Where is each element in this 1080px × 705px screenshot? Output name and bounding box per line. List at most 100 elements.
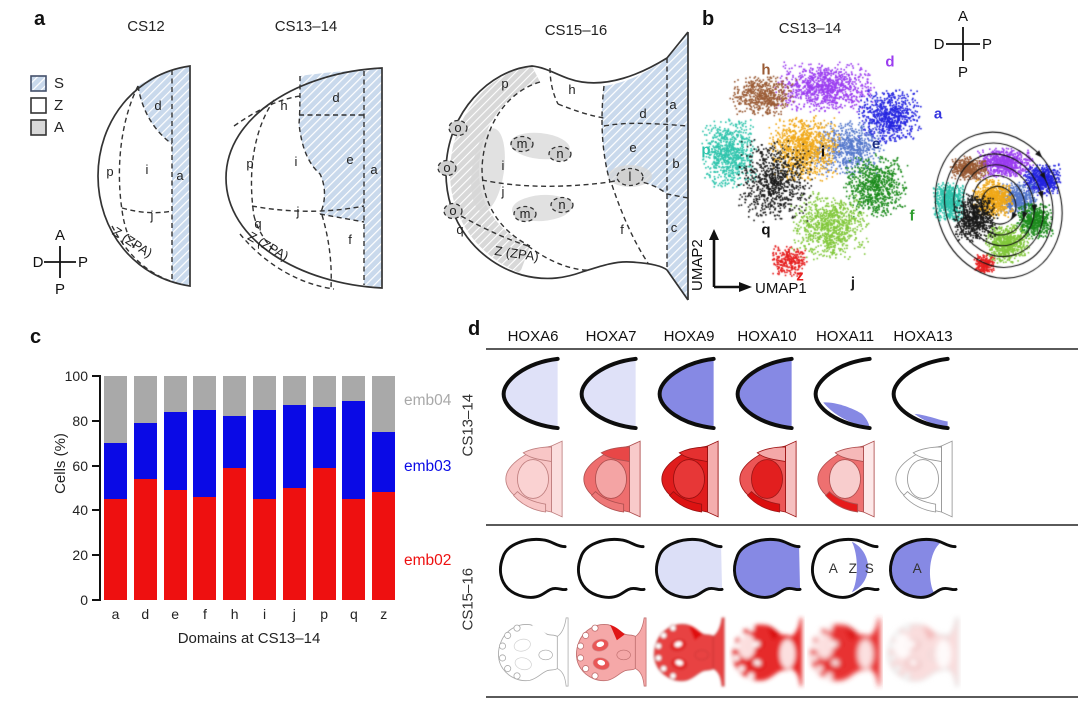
panel-b-label: b bbox=[702, 8, 715, 30]
bud-blue-hoxa11 bbox=[806, 352, 884, 434]
umap-scatter-velocity bbox=[930, 122, 1080, 307]
compass-b-icon: A D P P bbox=[934, 8, 992, 81]
svg-text:S: S bbox=[865, 561, 874, 576]
paddle-blue-hoxa9 bbox=[650, 528, 728, 608]
region-label-f: f bbox=[620, 222, 624, 237]
bar-segment-a-emb03 bbox=[104, 443, 127, 500]
bar-segment-f-emb02 bbox=[193, 496, 217, 600]
autopod-red-hoxa11 bbox=[806, 610, 884, 694]
gene-header-hoxa6: HOXA6 bbox=[507, 328, 559, 345]
bar-segment-p-emb03 bbox=[312, 407, 336, 468]
schematic-cs13-14: h d p i e a q j f Z (ZPA) bbox=[225, 67, 383, 290]
separator-mid bbox=[486, 524, 1078, 526]
svg-text:P: P bbox=[982, 36, 992, 53]
legend-row-a: A bbox=[30, 116, 64, 138]
svg-text:A: A bbox=[829, 561, 839, 576]
umap-cluster-label-p: p bbox=[701, 141, 711, 159]
umap-axes: UMAP2 UMAP1 bbox=[689, 229, 807, 297]
gene-header-hoxa9: HOXA9 bbox=[663, 328, 715, 345]
fatemap-red-hoxa9 bbox=[650, 436, 728, 522]
region-label-c: c bbox=[671, 220, 678, 235]
region-label-Z: Z (ZPA) bbox=[245, 228, 291, 263]
region-label-q: q bbox=[456, 222, 463, 237]
umap-cluster-label-f: f bbox=[909, 207, 915, 225]
zone-legend: S Z A bbox=[30, 72, 64, 138]
bar-segment-i-emb04 bbox=[253, 376, 276, 410]
legend-swatch-a-icon bbox=[30, 118, 47, 136]
bar-segment-p-emb04 bbox=[312, 376, 336, 408]
bar-segment-h-emb03 bbox=[223, 416, 247, 468]
stage-title-cs15-16: CS15–16 bbox=[544, 22, 608, 39]
region-label-a: a bbox=[669, 97, 677, 112]
paddle-blue-hoxa6 bbox=[494, 528, 572, 608]
legend-row-s: S bbox=[30, 72, 64, 94]
x-category-z: z bbox=[380, 606, 388, 622]
x-category-q: q bbox=[349, 606, 358, 622]
region-label-h: h bbox=[568, 82, 575, 97]
umap-cluster-label-j: j bbox=[850, 274, 856, 292]
bar-segment-j-emb02 bbox=[282, 488, 306, 600]
y-tick-label-0: 0 bbox=[80, 592, 88, 608]
bar-segment-i-emb02 bbox=[253, 499, 276, 600]
fatemap-red-hoxa13 bbox=[884, 436, 962, 522]
bar-segment-z-emb04 bbox=[372, 376, 396, 432]
svg-text:A: A bbox=[55, 227, 65, 244]
gene-header-hoxa11: HOXA11 bbox=[815, 328, 875, 345]
x-category-i: i bbox=[262, 606, 267, 622]
umap-cluster-label-e: e bbox=[871, 135, 881, 153]
svg-text:D: D bbox=[33, 254, 44, 271]
y-tick bbox=[92, 464, 99, 467]
region-label-o: o bbox=[443, 160, 450, 175]
x-category-e: e bbox=[171, 606, 179, 622]
panel-a-label: a bbox=[34, 8, 46, 30]
stage-title-cs13-14: CS13–14 bbox=[274, 18, 338, 35]
bar-segment-f-emb04 bbox=[193, 376, 217, 410]
region-label-i: i bbox=[295, 154, 298, 169]
region-label-p: p bbox=[246, 156, 253, 171]
bar-segment-p-emb02 bbox=[312, 467, 336, 600]
umap-cluster-label-h: h bbox=[761, 61, 771, 79]
autopod-red-hoxa9 bbox=[650, 610, 728, 694]
y-tick bbox=[92, 599, 99, 601]
legend-emb02: emb02 bbox=[404, 552, 452, 569]
gene-header-hoxa13: HOXA13 bbox=[893, 328, 953, 345]
bar-segment-q-emb04 bbox=[342, 376, 366, 401]
bar-segment-d-emb03 bbox=[133, 423, 157, 480]
bud-blue-hoxa9 bbox=[650, 352, 728, 434]
x-category-a: a bbox=[111, 606, 120, 622]
region-label-d: d bbox=[332, 90, 339, 105]
umap-scatter-main bbox=[700, 48, 950, 298]
umap-cluster-label-z: z bbox=[796, 267, 804, 285]
umap-title: CS13–14 bbox=[778, 20, 842, 37]
x-category-j: j bbox=[292, 606, 296, 622]
y-tick bbox=[92, 419, 99, 422]
paddle-blue-hoxa7 bbox=[572, 528, 650, 608]
autopod-red-hoxa13 bbox=[884, 610, 962, 694]
bar-segment-z-emb03 bbox=[372, 432, 396, 493]
panel-d-label: d bbox=[468, 318, 481, 340]
bud-blue-hoxa10 bbox=[728, 352, 806, 434]
x-category-h: h bbox=[230, 606, 239, 622]
umap-cluster-label-q: q bbox=[761, 221, 771, 239]
region-label-l: l bbox=[629, 169, 632, 184]
y-tick bbox=[92, 509, 99, 512]
svg-text:A: A bbox=[958, 8, 968, 25]
bar-segment-h-emb04 bbox=[223, 376, 247, 417]
fatemap-red-hoxa11 bbox=[806, 436, 884, 522]
region-label-b: b bbox=[672, 156, 679, 171]
bar-segment-j-emb04 bbox=[282, 376, 306, 406]
bar-segment-j-emb03 bbox=[282, 405, 306, 488]
region-label-a: a bbox=[370, 162, 378, 177]
bar-segment-f-emb03 bbox=[193, 409, 217, 497]
bar-segment-q-emb03 bbox=[342, 400, 366, 500]
y-tick-label-20: 20 bbox=[72, 547, 88, 564]
legend-label-a: A bbox=[54, 118, 65, 136]
x-axis-title: Domains at CS13–14 bbox=[177, 630, 321, 647]
autopod-red-hoxa10 bbox=[728, 610, 806, 694]
y-tick-label-100: 100 bbox=[64, 368, 88, 384]
bar-segment-a-emb04 bbox=[104, 376, 127, 444]
region-label-n: n bbox=[558, 197, 565, 212]
y-tick-label-40: 40 bbox=[72, 502, 88, 519]
separator-top bbox=[486, 348, 1078, 350]
